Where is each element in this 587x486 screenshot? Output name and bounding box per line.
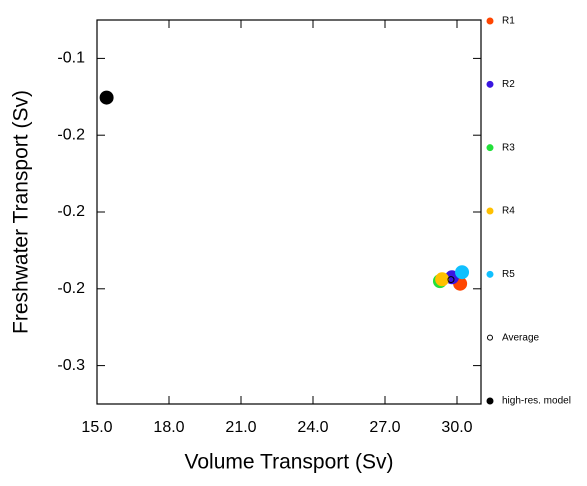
plot-frame bbox=[96, 19, 482, 405]
legend-marker bbox=[487, 334, 493, 341]
y-tick-label: -0.2 bbox=[57, 126, 85, 143]
x-tick-label: 24.0 bbox=[297, 419, 328, 436]
y-tick-label: -0.3 bbox=[57, 357, 85, 374]
point bbox=[447, 276, 455, 284]
y-axis-title: Freshwater Transport (Sv) bbox=[10, 90, 33, 334]
legend-label: R5 bbox=[502, 269, 515, 280]
legend-marker bbox=[486, 270, 494, 278]
x-axis-title: Volume Transport (Sv) bbox=[185, 451, 394, 474]
x-tick-label: 21.0 bbox=[225, 419, 256, 436]
legend-marker bbox=[486, 144, 494, 152]
legend-marker bbox=[486, 17, 494, 25]
legend-label: high-res. model bbox=[502, 396, 571, 407]
y-tick-label: -0.2 bbox=[57, 280, 85, 297]
y-tick-label: -0.1 bbox=[57, 50, 85, 67]
legend-label: R3 bbox=[502, 142, 515, 153]
legend-marker bbox=[486, 80, 494, 88]
x-tick-label: 18.0 bbox=[153, 419, 184, 436]
legend-label: Average bbox=[502, 332, 540, 343]
legend-label: R4 bbox=[502, 206, 515, 217]
point bbox=[455, 265, 470, 280]
legend-label: R1 bbox=[502, 16, 515, 27]
point bbox=[435, 272, 450, 287]
legend-marker bbox=[486, 397, 494, 405]
point bbox=[99, 90, 114, 105]
legend-marker bbox=[486, 207, 494, 215]
x-tick-label: 27.0 bbox=[369, 419, 400, 436]
y-tick-label: -0.2 bbox=[57, 203, 85, 220]
x-tick-label: 15.0 bbox=[81, 419, 112, 436]
x-tick-label: 30.0 bbox=[441, 419, 472, 436]
legend-label: R2 bbox=[502, 79, 515, 90]
